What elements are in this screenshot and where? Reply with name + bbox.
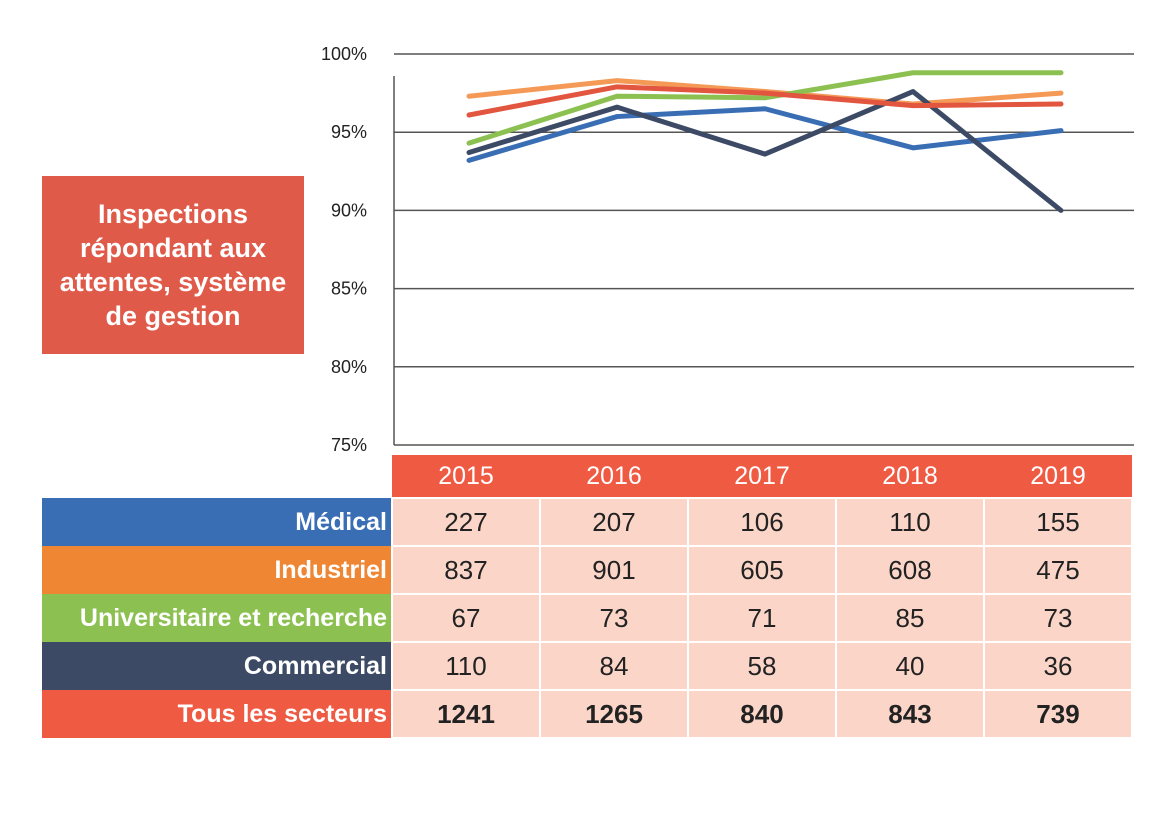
- table-cell: 84: [539, 641, 689, 691]
- y-tick-label: 95%: [331, 122, 367, 142]
- table-cell: 110: [391, 641, 541, 691]
- series-line-universitaire-et-recherche: [466, 70, 1064, 146]
- table-cell: 475: [983, 545, 1133, 595]
- table-cell: 605: [687, 545, 837, 595]
- table-cell: 843: [835, 689, 985, 739]
- table-row-medical: Médical 227 207 106 110 155: [42, 497, 1133, 547]
- y-axis-tick-labels: 75% 80% 85% 90% 95% 100%: [321, 44, 367, 455]
- table-cell: 739: [983, 689, 1133, 739]
- table-cell: 106: [687, 497, 837, 547]
- column-header: 2017: [688, 455, 836, 498]
- table-row-commercial: Commercial 110 84 58 40 36: [42, 641, 1133, 691]
- y-tick-label: 80%: [331, 357, 367, 377]
- table-row-universitaire: Universitaire et recherche 67 73 71 85 7…: [42, 593, 1133, 643]
- table-cell: 1241: [391, 689, 541, 739]
- chart-title-box: Inspections répondant aux attentes, syst…: [42, 176, 304, 354]
- table-cell: 36: [983, 641, 1133, 691]
- chart-gridlines: [394, 53, 1134, 446]
- chart-title: Inspections répondant aux attentes, syst…: [59, 199, 287, 331]
- table-cell: 207: [539, 497, 689, 547]
- row-label: Universitaire et recherche: [42, 594, 392, 642]
- table-cell: 73: [539, 593, 689, 643]
- row-label: Commercial: [42, 642, 392, 690]
- chart-series: [466, 70, 1064, 213]
- row-label: Médical: [42, 498, 392, 546]
- table-cell: 901: [539, 545, 689, 595]
- table-cell: 155: [983, 497, 1133, 547]
- series-line-m-dical: [466, 106, 1064, 163]
- data-table: 2015 2016 2017 2018 2019 Médical 227 207…: [42, 455, 1133, 739]
- table-row-total: Tous les secteurs 1241 1265 840 843 739: [42, 689, 1133, 739]
- y-tick-label: 85%: [331, 279, 367, 299]
- column-header: 2019: [984, 455, 1132, 498]
- y-tick-label: 100%: [321, 44, 367, 64]
- table-row-industriel: Industriel 837 901 605 608 475: [42, 545, 1133, 595]
- table-cell: 1265: [539, 689, 689, 739]
- row-label: Industriel: [42, 546, 392, 594]
- y-tick-label: 90%: [331, 200, 367, 220]
- table-cell: 227: [391, 497, 541, 547]
- column-header: 2018: [836, 455, 984, 498]
- series-line-tous-les-secteurs: [466, 84, 1064, 118]
- column-header: 2015: [392, 455, 540, 498]
- table-cell: 40: [835, 641, 985, 691]
- table-cell: 840: [687, 689, 837, 739]
- column-header: 2016: [540, 455, 688, 498]
- y-tick-label: 75%: [331, 435, 367, 455]
- table-cell: 67: [391, 593, 541, 643]
- series-line-commercial: [466, 89, 1064, 213]
- table-cell: 71: [687, 593, 837, 643]
- table-corner: [42, 455, 392, 498]
- table-cell: 837: [391, 545, 541, 595]
- table-cell: 608: [835, 545, 985, 595]
- table-header-row: 2015 2016 2017 2018 2019: [42, 455, 1132, 498]
- row-label: Tous les secteurs: [42, 690, 392, 738]
- table-cell: 85: [835, 593, 985, 643]
- table-cell: 73: [983, 593, 1133, 643]
- table-cell: 110: [835, 497, 985, 547]
- table-cell: 58: [687, 641, 837, 691]
